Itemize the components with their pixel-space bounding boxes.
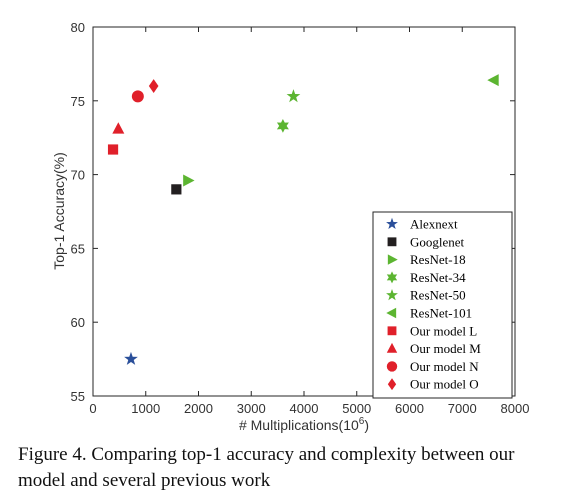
data-point-resnet-34 <box>276 118 289 133</box>
data-point-our-model-o <box>148 79 159 93</box>
y-tick-label: 55 <box>71 389 85 404</box>
legend-marker-our-model-l <box>387 326 397 336</box>
data-point-googlenet <box>171 184 182 195</box>
legend-label-resnet-50: ResNet-50 <box>410 288 466 303</box>
y-tick-label: 60 <box>71 315 85 330</box>
legend-label-our-model-o: Our model O <box>410 377 479 392</box>
x-axis-title-main: # Multiplications(10 <box>239 417 359 433</box>
data-point-our-model-n <box>131 90 144 103</box>
data-point-our-model-m <box>112 122 125 134</box>
legend-marker-our-model-m <box>386 342 398 353</box>
data-points <box>107 74 499 365</box>
figure-caption: Figure 4. Comparing top-1 accuracy and c… <box>18 444 515 491</box>
scatter-chart: 0 1000 2000 3000 4000 5000 6000 7000 8000 55 60 65 7… <box>51 20 530 433</box>
legend-label-our-model-n: Our model N <box>410 359 479 374</box>
x-tick-label: 6000 <box>395 401 424 416</box>
x-axis-title-end: ) <box>364 417 369 433</box>
x-tick-label: 7000 <box>448 401 477 416</box>
y-axis-title: Top-1 Accuracy(%) <box>51 152 67 269</box>
legend-label-resnet-101: ResNet-101 <box>410 306 472 321</box>
legend-marker-our-model-o <box>387 378 397 391</box>
axes: 0 1000 2000 3000 4000 5000 6000 7000 8000 55 60 65 7… <box>71 20 530 416</box>
data-point-our-model-l <box>107 144 119 155</box>
legend-marker-alexnext <box>386 217 398 230</box>
x-tick-label: 3000 <box>237 401 266 416</box>
legend-label-resnet-18: ResNet-18 <box>410 252 466 267</box>
x-tick-label: 0 <box>89 401 96 416</box>
legend-label-resnet-34: ResNet-34 <box>410 270 466 285</box>
legend-marker-googlenet <box>387 237 397 247</box>
legend-marker-our-model-n <box>386 361 398 372</box>
legend-marker-resnet-18 <box>387 254 398 265</box>
y-tick-label: 75 <box>71 94 85 109</box>
data-point-alexnext <box>124 351 138 365</box>
legend-label-alexnext: Alexnext <box>410 217 458 232</box>
data-point-resnet-18 <box>183 174 195 187</box>
data-point-resnet-50 <box>286 89 301 103</box>
x-tick-label: 2000 <box>184 401 213 416</box>
x-tick-label: 8000 <box>501 401 530 416</box>
legend-marker-resnet-50 <box>386 288 398 301</box>
y-tick-label: 80 <box>71 20 85 35</box>
x-tick-label: 4000 <box>290 401 319 416</box>
x-axis-title-sup: 6 <box>359 416 365 427</box>
legend-marker-resnet-34 <box>386 271 398 284</box>
legend-label-googlenet: Googlenet <box>410 234 465 249</box>
y-tick-label: 70 <box>71 168 85 183</box>
legend: Alexnext Googlenet ResNet-18 ResNet-34 ResNe… <box>372 211 513 399</box>
legend-label-our-model-m: Our model M <box>410 341 481 356</box>
data-point-resnet-101 <box>487 74 499 87</box>
y-tick-label: 65 <box>71 241 85 256</box>
legend-marker-resnet-101 <box>386 307 397 319</box>
legend-label-our-model-l: Our model L <box>410 323 477 338</box>
x-tick-label: 1000 <box>131 401 160 416</box>
x-axis-title: # Multiplications(106) <box>239 416 369 433</box>
x-tick-label: 5000 <box>342 401 371 416</box>
